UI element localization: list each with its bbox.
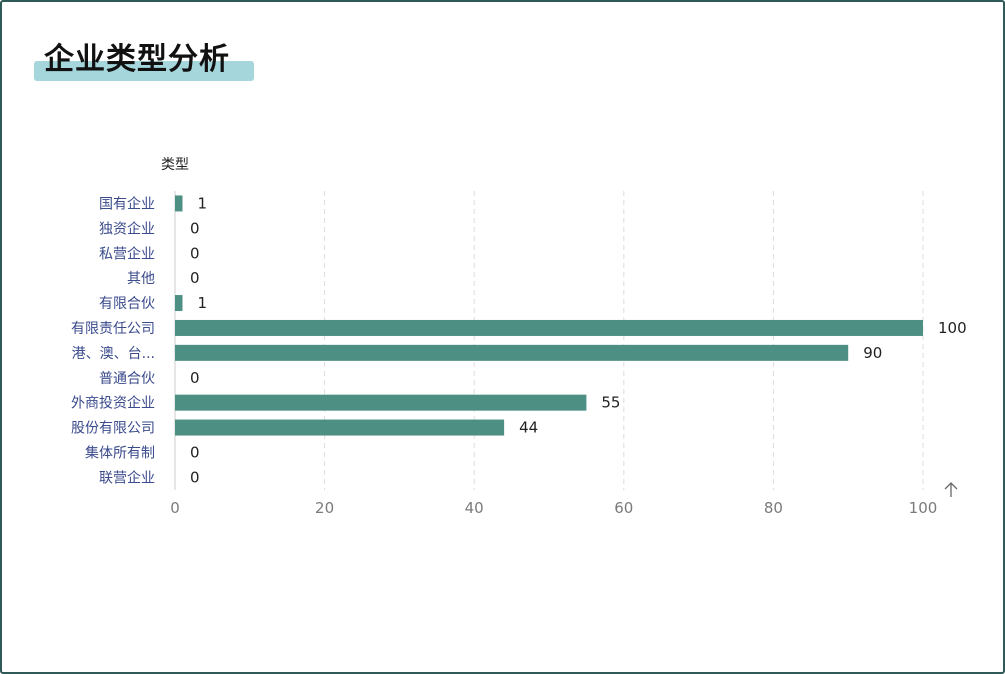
category-label: 普通合伙: [99, 371, 155, 387]
data-label: 1: [197, 294, 207, 312]
title-block: 企业类型分析: [34, 34, 264, 86]
data-label: 0: [190, 269, 200, 287]
y-axis-label: 类型: [161, 157, 189, 173]
x-tick-label: 80: [764, 499, 783, 517]
bar[interactable]: [175, 419, 505, 436]
category-label: 有限责任公司: [71, 321, 155, 337]
data-label: 55: [601, 394, 620, 412]
labels: 0 20 40 60 80 100 国有企业 1 独资企业 0 私营企业 0 其他 0 有限合伙 1 有限责任公…: [71, 194, 967, 517]
bar[interactable]: [175, 195, 183, 212]
bar[interactable]: [175, 394, 587, 411]
bar[interactable]: [175, 319, 923, 336]
x-tick-label: 100: [909, 499, 938, 517]
x-tick-label: 20: [315, 499, 334, 517]
data-label: 100: [938, 319, 967, 337]
category-label: 港、澳、台...: [72, 346, 155, 362]
bars: [175, 195, 923, 436]
category-label: 其他: [127, 271, 155, 287]
data-label: 1: [197, 194, 207, 212]
category-label: 集体所有制: [85, 444, 155, 461]
category-label: 国有企业: [99, 195, 155, 212]
data-label: 44: [519, 419, 538, 437]
x-tick-label: 0: [170, 499, 180, 517]
data-label: 0: [190, 468, 200, 486]
category-label: 联营企业: [99, 469, 155, 486]
data-label: 0: [190, 443, 200, 461]
page-title: 企业类型分析: [44, 42, 230, 77]
arrow-up-icon[interactable]: [944, 482, 958, 497]
x-tick-label: 60: [614, 499, 633, 517]
category-label: 股份有限公司: [71, 421, 155, 437]
data-label: 0: [190, 219, 200, 237]
title-highlight: [34, 61, 254, 81]
bar[interactable]: [175, 295, 183, 312]
data-label: 90: [863, 344, 882, 362]
category-label: 有限合伙: [99, 296, 155, 312]
bar[interactable]: [175, 344, 849, 361]
category-label: 独资企业: [99, 220, 155, 237]
category-label: 外商投资企业: [71, 395, 155, 412]
category-label: 私营企业: [99, 245, 155, 262]
data-label: 0: [190, 369, 200, 387]
grid-lines: [174, 191, 924, 490]
x-tick-label: 40: [465, 499, 484, 517]
data-label: 0: [190, 244, 200, 262]
